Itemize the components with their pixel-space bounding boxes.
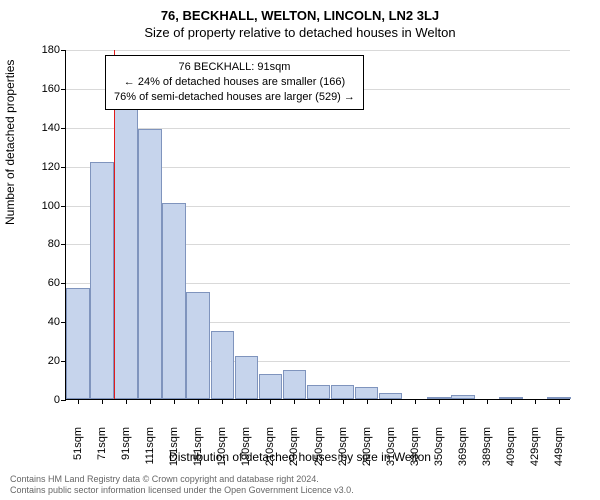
histogram-bar [186,292,210,399]
xtick-mark [367,399,368,404]
ytick-label: 160 [42,83,66,95]
xtick-mark [102,399,103,404]
y-axis-label: Number of detached properties [3,60,17,225]
ytick-label: 180 [42,44,66,56]
xtick-mark [270,399,271,404]
footer-line-1: Contains HM Land Registry data © Crown c… [10,474,354,485]
ytick-label: 120 [42,161,66,173]
title-sub: Size of property relative to detached ho… [0,23,600,40]
xtick-mark [535,399,536,404]
histogram-bar [307,385,331,399]
xtick-mark [150,399,151,404]
xtick-mark [487,399,488,404]
ytick-label: 0 [54,394,66,406]
xtick-mark [439,399,440,404]
histogram-bar [331,385,355,399]
footer-attribution: Contains HM Land Registry data © Crown c… [10,474,354,496]
xtick-mark [222,399,223,404]
annotation-line: 76 BECKHALL: 91sqm [114,60,355,75]
histogram-bar [355,387,379,399]
xtick-mark [415,399,416,404]
footer-line-2: Contains public sector information licen… [10,485,354,496]
histogram-bar [138,129,162,399]
xtick-mark [319,399,320,404]
ytick-label: 80 [48,238,66,250]
histogram-bar [259,374,283,399]
xtick-mark [78,399,79,404]
ytick-label: 140 [42,122,66,134]
histogram-bar [162,203,186,399]
xtick-mark [511,399,512,404]
xtick-mark [126,399,127,404]
ytick-label: 20 [48,355,66,367]
xtick-mark [174,399,175,404]
ytick-label: 100 [42,200,66,212]
annotation-line: ← 24% of detached houses are smaller (16… [114,75,355,90]
xtick-mark [198,399,199,404]
histogram-bar [235,356,259,399]
x-axis-label: Distribution of detached houses by size … [0,450,600,464]
annotation-line: 76% of semi-detached houses are larger (… [114,90,355,105]
histogram-bar [211,331,235,399]
xtick-mark [391,399,392,404]
title-main: 76, BECKHALL, WELTON, LINCOLN, LN2 3LJ [0,0,600,23]
ytick-label: 40 [48,316,66,328]
histogram-bar [90,162,114,399]
histogram-bar [66,288,90,399]
xtick-mark [343,399,344,404]
xtick-mark [463,399,464,404]
histogram-bar [283,370,307,399]
chart-container: 76, BECKHALL, WELTON, LINCOLN, LN2 3LJ S… [0,0,600,500]
xtick-mark [246,399,247,404]
annotation-box: 76 BECKHALL: 91sqm← 24% of detached hous… [105,55,364,110]
ytick-label: 60 [48,277,66,289]
xtick-mark [559,399,560,404]
gridline [66,50,570,51]
histogram-bar [114,102,138,400]
xtick-mark [294,399,295,404]
